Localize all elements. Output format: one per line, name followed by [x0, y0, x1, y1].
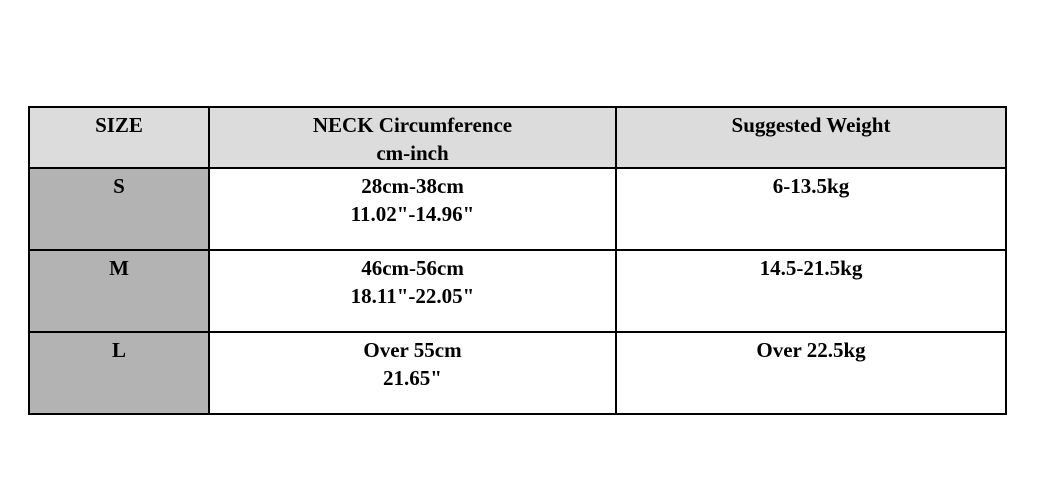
table-row-l: L Over 55cm 21.65" Over 22.5kg — [28, 331, 1007, 415]
size-value: M — [109, 256, 129, 280]
size-chart-table: SIZE NECK Circumference cm-inch Suggeste… — [28, 106, 1007, 415]
weight-value: 14.5-21.5kg — [759, 256, 863, 280]
size-cell: L — [28, 331, 210, 415]
neck-cm-value: 28cm-38cm — [361, 174, 464, 198]
header-weight-label: Suggested Weight — [731, 113, 891, 137]
size-value: S — [113, 174, 125, 198]
header-cell-neck: NECK Circumference cm-inch — [208, 106, 617, 169]
header-row: SIZE NECK Circumference cm-inch Suggeste… — [28, 106, 1007, 169]
header-neck-sublabel: cm-inch — [376, 141, 449, 165]
weight-value: 6-13.5kg — [772, 174, 850, 198]
size-value: L — [111, 338, 126, 362]
size-cell: S — [28, 167, 210, 251]
weight-cell: 6-13.5kg — [615, 167, 1007, 251]
neck-cell: 28cm-38cm 11.02"-14.96" — [208, 167, 617, 251]
neck-inch-value: 21.65" — [383, 366, 442, 390]
table-row-s: S 28cm-38cm 11.02"-14.96" 6-13.5kg — [28, 167, 1007, 251]
neck-inch-value: 18.11"-22.05" — [350, 284, 475, 308]
neck-cm-value: 46cm-56cm — [361, 256, 464, 280]
header-cell-weight: Suggested Weight — [615, 106, 1007, 169]
weight-cell: 14.5-21.5kg — [615, 249, 1007, 333]
neck-cell: Over 55cm 21.65" — [208, 331, 617, 415]
header-size-label: SIZE — [95, 113, 143, 137]
header-cell-size: SIZE — [28, 106, 210, 169]
neck-cm-value: Over 55cm — [363, 338, 462, 362]
header-neck-label: NECK Circumference — [312, 113, 513, 137]
weight-value: Over 22.5kg — [756, 338, 866, 362]
size-cell: M — [28, 249, 210, 333]
neck-cell: 46cm-56cm 18.11"-22.05" — [208, 249, 617, 333]
table-row-m: M 46cm-56cm 18.11"-22.05" 14.5-21.5kg — [28, 249, 1007, 333]
neck-inch-value: 11.02"-14.96" — [350, 202, 475, 226]
weight-cell: Over 22.5kg — [615, 331, 1007, 415]
